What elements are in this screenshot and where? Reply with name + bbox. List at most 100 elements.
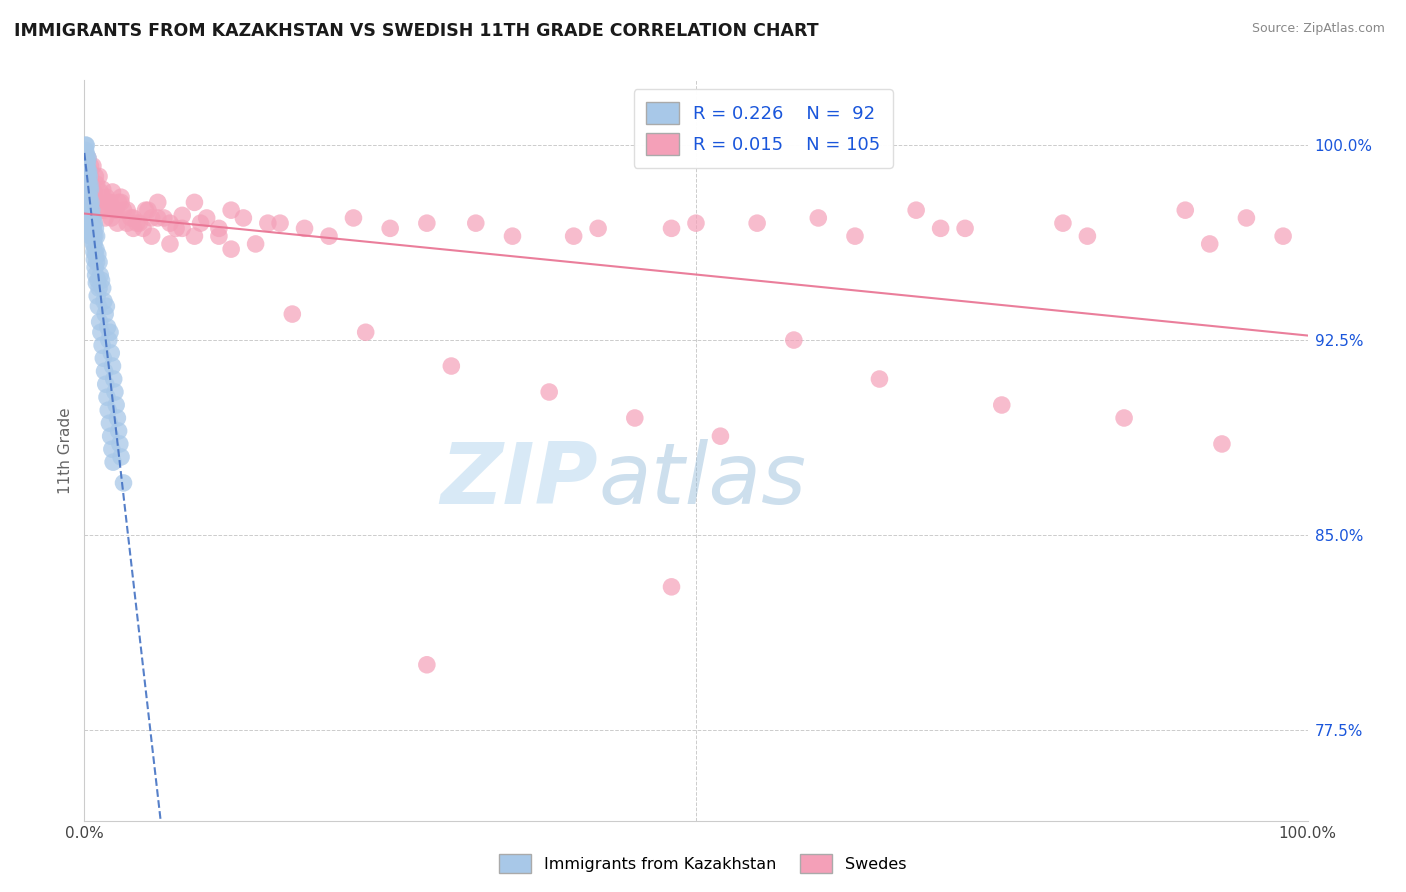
Point bbox=[1236, 211, 1258, 225]
Point bbox=[101, 185, 124, 199]
Point bbox=[354, 325, 377, 339]
Point bbox=[103, 203, 125, 218]
Point bbox=[1114, 411, 1136, 425]
Point bbox=[91, 182, 114, 196]
Point bbox=[83, 216, 105, 230]
Point bbox=[87, 299, 110, 313]
Point bbox=[83, 244, 105, 259]
Point bbox=[1211, 437, 1233, 451]
Point bbox=[76, 177, 98, 191]
Point bbox=[1272, 229, 1295, 244]
Point bbox=[159, 236, 181, 251]
Point bbox=[90, 203, 112, 218]
Point bbox=[183, 229, 205, 244]
Point bbox=[1052, 216, 1074, 230]
Point bbox=[82, 216, 104, 230]
Point bbox=[97, 195, 120, 210]
Point bbox=[83, 195, 105, 210]
Point bbox=[77, 177, 100, 191]
Point bbox=[77, 203, 100, 218]
Point bbox=[159, 216, 181, 230]
Point bbox=[318, 229, 340, 244]
Point bbox=[105, 411, 128, 425]
Point bbox=[87, 169, 110, 184]
Point bbox=[294, 221, 316, 235]
Point bbox=[84, 221, 107, 235]
Point bbox=[76, 164, 98, 178]
Legend: R = 0.226    N =  92, R = 0.015    N = 105: R = 0.226 N = 92, R = 0.015 N = 105 bbox=[634, 89, 893, 168]
Point bbox=[77, 195, 100, 210]
Point bbox=[97, 320, 120, 334]
Legend: Immigrants from Kazakhstan, Swedes: Immigrants from Kazakhstan, Swedes bbox=[494, 847, 912, 880]
Point bbox=[76, 148, 98, 162]
Text: atlas: atlas bbox=[598, 439, 806, 522]
Point bbox=[183, 195, 205, 210]
Point bbox=[245, 236, 267, 251]
Point bbox=[83, 236, 105, 251]
Point bbox=[83, 185, 105, 199]
Point bbox=[538, 384, 561, 399]
Point bbox=[82, 159, 104, 173]
Point bbox=[80, 203, 103, 218]
Point bbox=[195, 211, 218, 225]
Point bbox=[110, 195, 132, 210]
Point bbox=[77, 177, 100, 191]
Text: Source: ZipAtlas.com: Source: ZipAtlas.com bbox=[1251, 22, 1385, 36]
Point bbox=[342, 211, 364, 225]
Point bbox=[103, 372, 125, 386]
Point bbox=[97, 403, 120, 417]
Point bbox=[86, 177, 108, 191]
Point bbox=[80, 177, 103, 191]
Point bbox=[96, 390, 118, 404]
Point bbox=[94, 307, 117, 321]
Point bbox=[115, 216, 138, 230]
Point bbox=[416, 216, 439, 230]
Point bbox=[77, 164, 100, 178]
Point bbox=[141, 211, 163, 225]
Point bbox=[115, 203, 138, 218]
Point bbox=[77, 151, 100, 165]
Point bbox=[905, 203, 928, 218]
Point bbox=[110, 450, 132, 464]
Point bbox=[86, 289, 108, 303]
Point bbox=[89, 315, 111, 329]
Point bbox=[844, 229, 866, 244]
Point bbox=[80, 221, 103, 235]
Point bbox=[120, 211, 142, 225]
Point bbox=[953, 221, 976, 235]
Point bbox=[172, 221, 194, 235]
Point bbox=[104, 384, 127, 399]
Point bbox=[77, 182, 100, 196]
Point bbox=[83, 252, 105, 267]
Point bbox=[82, 211, 104, 225]
Point bbox=[661, 580, 683, 594]
Point bbox=[87, 273, 110, 287]
Text: IMMIGRANTS FROM KAZAKHSTAN VS SWEDISH 11TH GRADE CORRELATION CHART: IMMIGRANTS FROM KAZAKHSTAN VS SWEDISH 11… bbox=[14, 22, 818, 40]
Point bbox=[87, 281, 110, 295]
Point bbox=[112, 203, 135, 218]
Point bbox=[86, 229, 108, 244]
Point bbox=[380, 221, 402, 235]
Point bbox=[101, 455, 124, 469]
Point bbox=[93, 294, 115, 309]
Point bbox=[132, 221, 155, 235]
Point bbox=[101, 359, 124, 373]
Point bbox=[269, 216, 291, 230]
Point bbox=[79, 229, 101, 244]
Point bbox=[75, 146, 97, 161]
Point bbox=[84, 247, 107, 261]
Point bbox=[257, 216, 280, 230]
Point bbox=[84, 169, 107, 184]
Point bbox=[783, 333, 806, 347]
Point bbox=[98, 325, 121, 339]
Point bbox=[107, 424, 129, 438]
Point bbox=[101, 442, 124, 457]
Point bbox=[208, 229, 231, 244]
Point bbox=[146, 195, 169, 210]
Point bbox=[89, 185, 111, 199]
Point bbox=[75, 144, 97, 158]
Point bbox=[125, 216, 148, 230]
Point bbox=[208, 221, 231, 235]
Point bbox=[77, 175, 100, 189]
Point bbox=[76, 169, 98, 184]
